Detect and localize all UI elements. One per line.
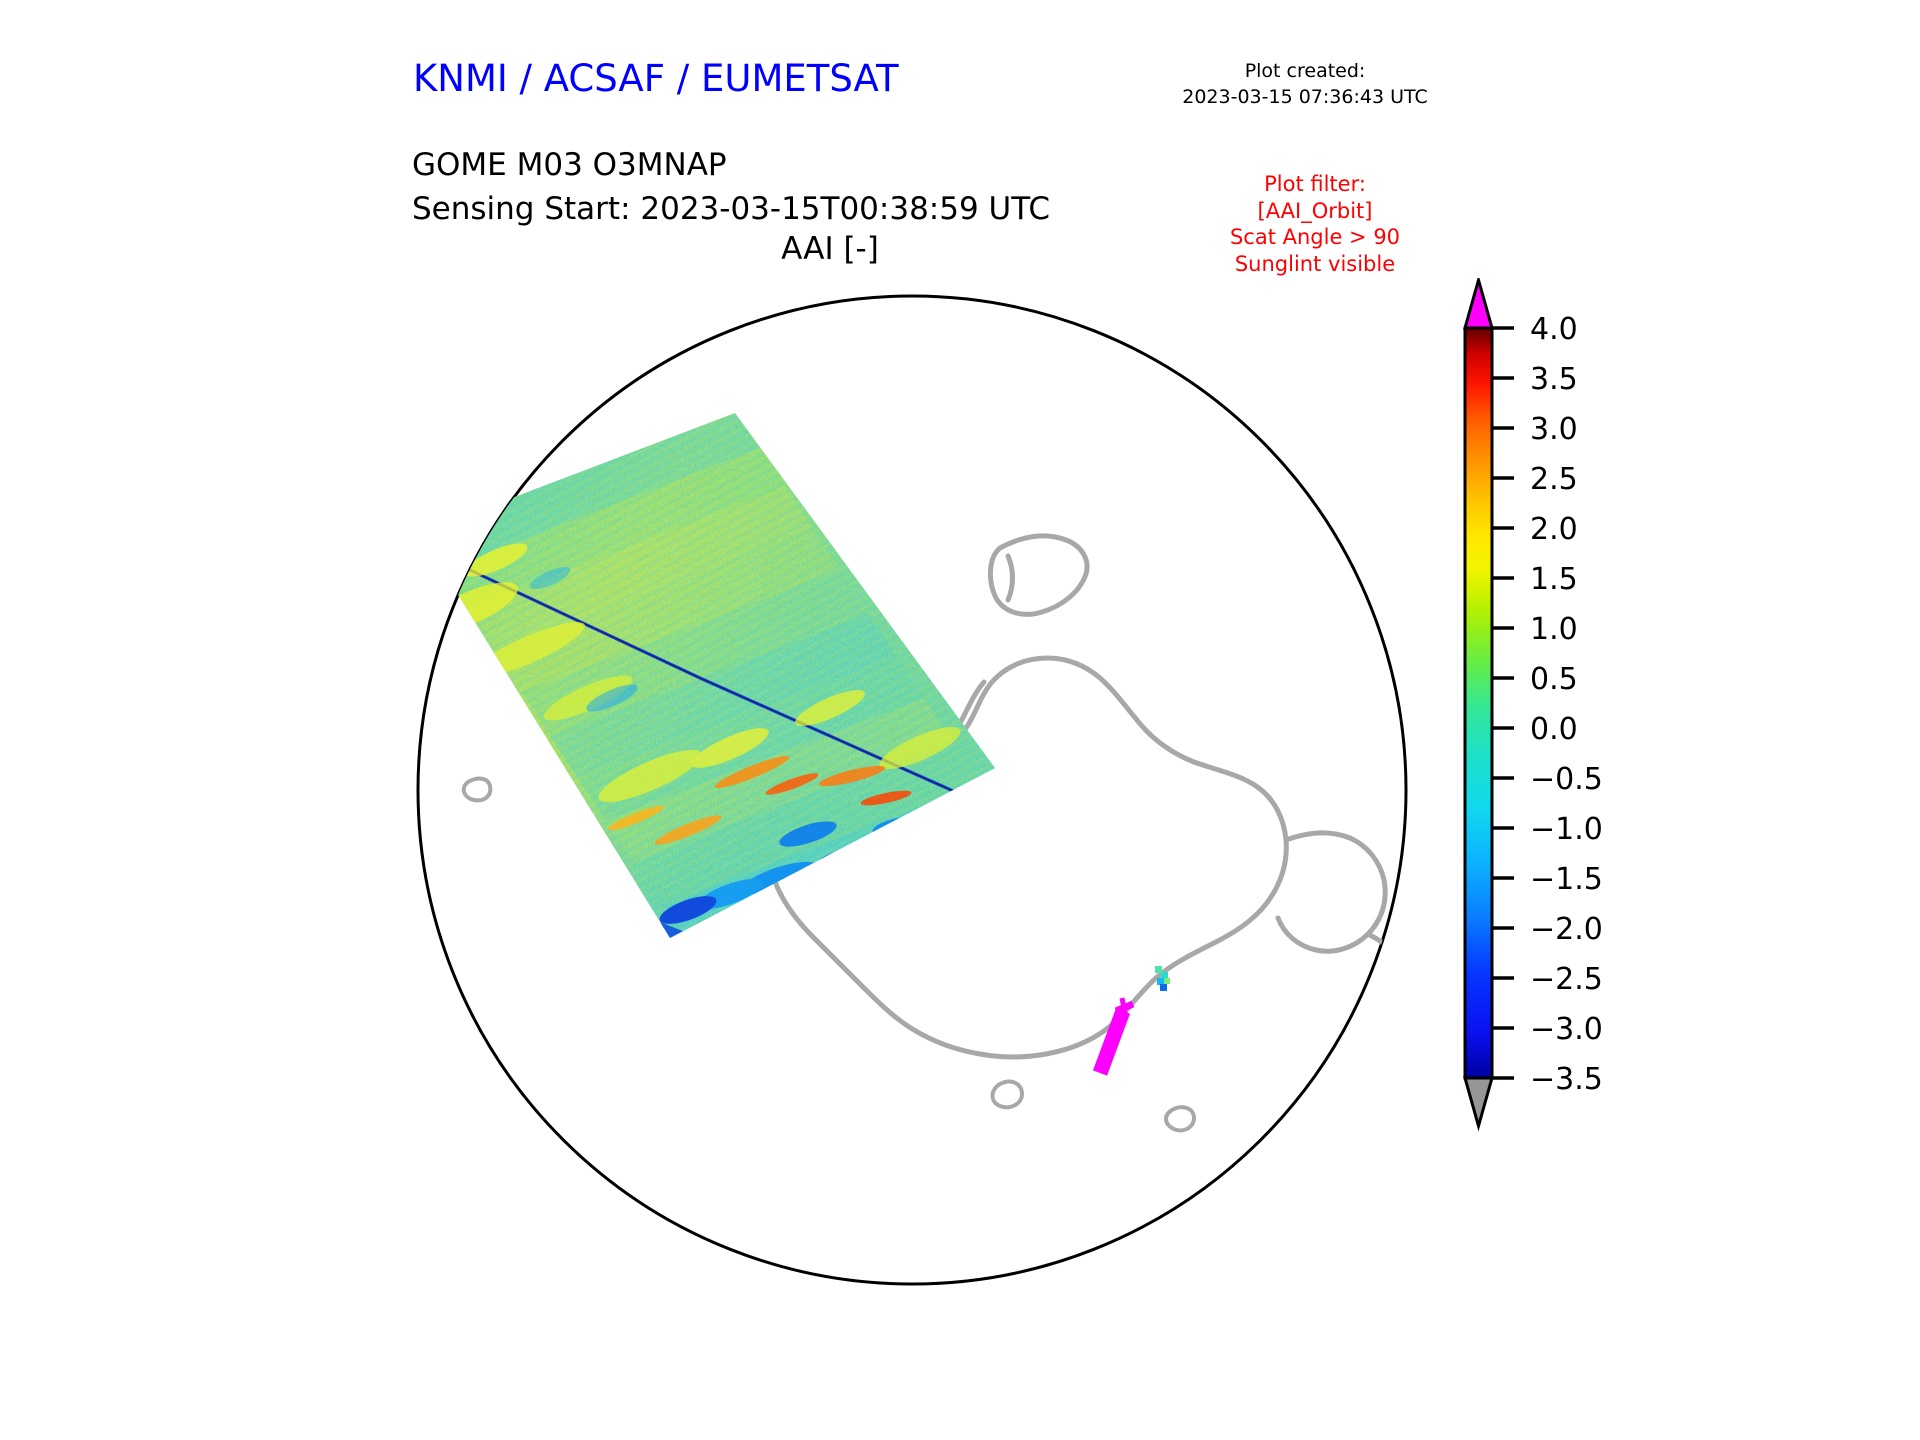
plot-title: AAI [-]	[781, 231, 879, 267]
coastline-islands	[461, 776, 1196, 1133]
filter-name: [AAI_Orbit]	[1257, 198, 1373, 223]
filter-note: Sunglint visible	[1234, 251, 1396, 276]
detached-pixels	[1155, 966, 1170, 991]
colorbar-svg: 4.0 3.5 3.0 2.5 2.0 1.5 1.0 0.5 0.0 −0.5 −1.0 −1.5 −…	[1463, 278, 1603, 1132]
colorbar-tick-label: −2.5	[1530, 962, 1603, 997]
colorbar-tick-label: −3.0	[1530, 1012, 1603, 1047]
colorbar-panel: 4.0 3.5 3.0 2.5 2.0 1.5 1.0 0.5 0.0 −0.5 −1.0 −1.5 −…	[1430, 278, 1690, 1318]
plot-filter-block: Plot filter: [AAI_Orbit] Scat Angle > 90…	[1180, 171, 1450, 277]
colorbar-tick-label: 0.5	[1530, 662, 1578, 697]
colorbar-tick-label: −0.5	[1530, 762, 1603, 797]
colorbar-tick-label: 3.0	[1530, 412, 1578, 447]
colorbar-tick-label: 4.0	[1530, 312, 1578, 347]
plot-created-block: Plot created: 2023-03-15 07:36:43 UTC	[1160, 58, 1450, 110]
colorbar-tick-label: −3.5	[1530, 1062, 1603, 1097]
map-panel	[400, 278, 1424, 1302]
colorbar-over-arrow	[1463, 278, 1494, 330]
filter-condition: Scat Angle > 90	[1229, 225, 1401, 249]
sunglint-streak	[1092, 997, 1135, 1076]
colorbar-tick-label: −1.0	[1530, 812, 1603, 847]
colorbar-tick-label: −1.5	[1530, 862, 1603, 897]
colorbar-tick-label: −2.0	[1530, 912, 1603, 947]
plot-created-label: Plot created:	[1244, 60, 1366, 82]
colorbar-ticks: 4.0 3.5 3.0 2.5 2.0 1.5 1.0 0.5 0.0 −0.5 −1.0 −1.5 −…	[1492, 312, 1603, 1097]
colorbar-tick-label: 2.5	[1530, 462, 1578, 497]
colorbar-tick-label: 1.5	[1530, 562, 1578, 597]
sensing-start: Sensing Start: 2023-03-15T00:38:59 UTC	[412, 191, 1050, 227]
plot-created-value: 2023-03-15 07:36:43 UTC	[1182, 86, 1428, 108]
colorbar-tick-label: 1.0	[1530, 612, 1578, 647]
agency-header: KNMI / ACSAF / EUMETSAT	[413, 57, 899, 100]
colorbar-tick-label: 2.0	[1530, 512, 1578, 547]
product-name: GOME M03 O3MNAP	[412, 147, 727, 183]
colorbar-gradient	[1463, 326, 1494, 1080]
product-info-block: GOME M03 O3MNAP Sensing Start: 2023-03-1…	[412, 143, 1050, 231]
colorbar-tick-label: 0.0	[1530, 712, 1578, 747]
colorbar-under-arrow	[1463, 1076, 1494, 1132]
filter-label: Plot filter:	[1264, 172, 1366, 196]
polar-map-svg	[416, 294, 1408, 1286]
colorbar-tick-label: 3.5	[1530, 362, 1578, 397]
